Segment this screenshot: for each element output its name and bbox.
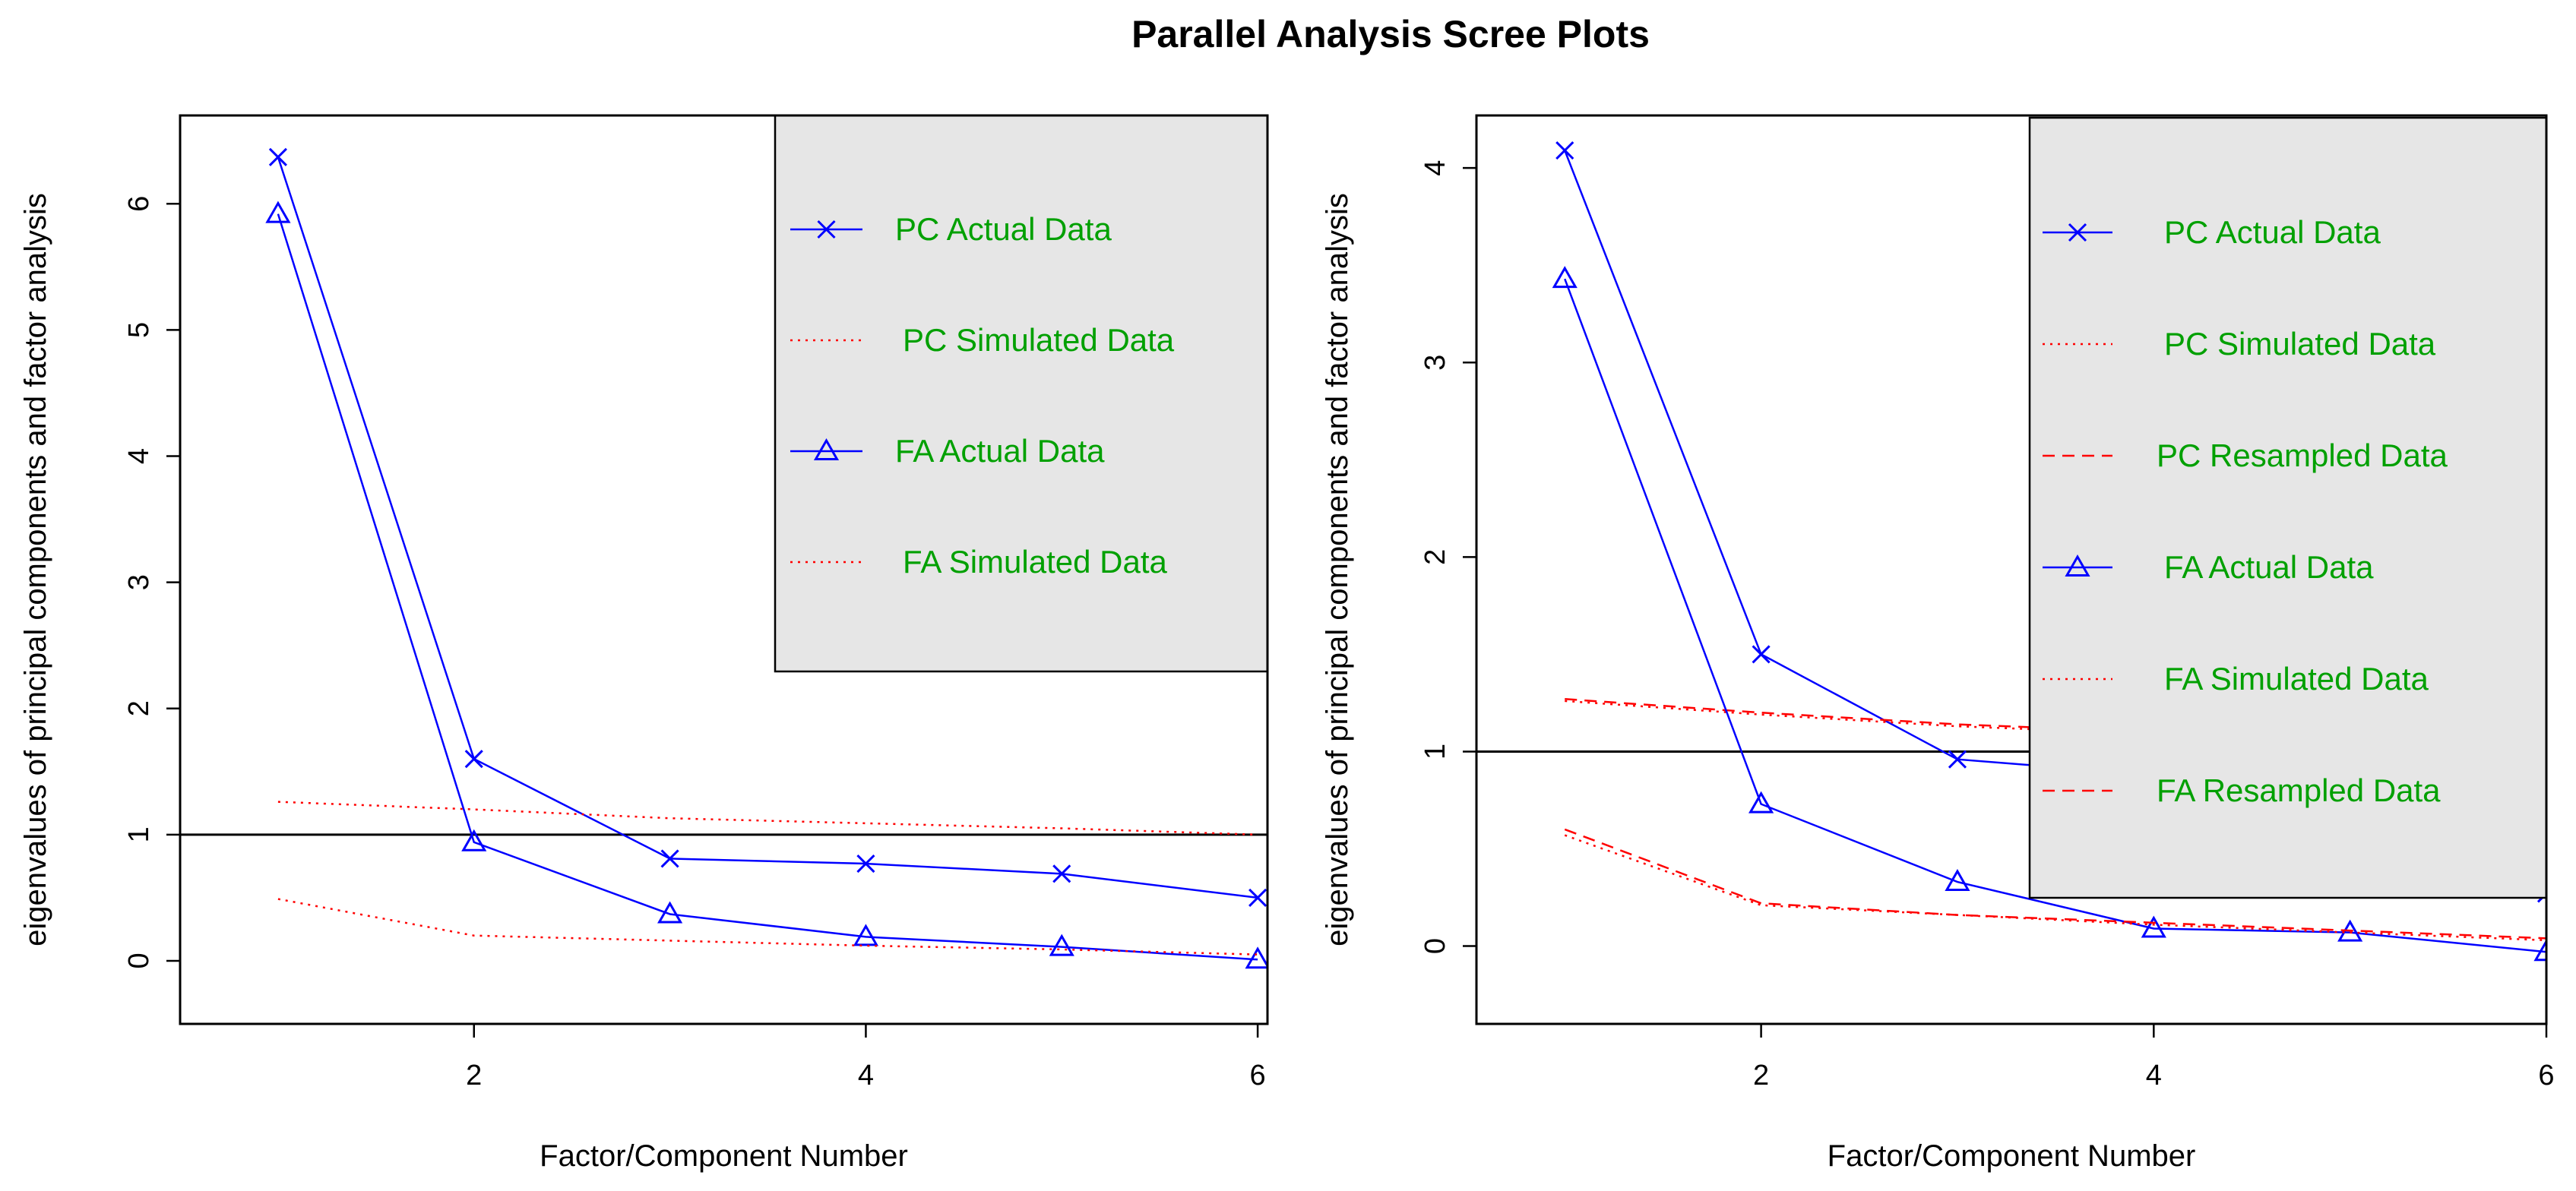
series-line-4 (1564, 834, 2546, 942)
scree-plot-right: PC Actual Data PC Simulated Data PC Resamp… (1321, 114, 2555, 1173)
series-line-1 (277, 801, 1258, 836)
data-point-3-3 (2141, 915, 2166, 938)
y-tick-label: 4 (123, 448, 155, 464)
x-tick-label: 6 (2538, 1060, 2554, 1091)
legend-label-3: FA Actual Data (2164, 549, 2374, 585)
data-point-0-3 (856, 854, 875, 874)
y-tick-label: 2 (1419, 549, 1451, 565)
y-tick-label: 3 (1419, 355, 1451, 371)
plot-frame (1475, 114, 2548, 1025)
y-tick-label: 3 (123, 574, 155, 590)
y-tick-label: 1 (123, 826, 155, 842)
scree-plot-left: PC Actual Data PC Simulated Data FA Actual… (19, 114, 1269, 1173)
legend-label-3: FA Simulated Data (903, 544, 1167, 580)
legend-label-4: FA Simulated Data (2164, 661, 2429, 697)
legend-marker-0 (2068, 223, 2087, 242)
data-point-2-2 (657, 901, 683, 924)
data-point-2-3 (853, 924, 879, 946)
y-axis-label: eigenvalues of principal components and … (19, 193, 52, 946)
y-tick-label: 4 (1419, 160, 1451, 176)
data-point-3-0 (1552, 266, 1578, 289)
y-axis-label: eigenvalues of principal components and … (1321, 193, 1354, 946)
legend-marker-3 (2065, 554, 2090, 577)
legend-marker-0 (817, 220, 836, 239)
x-tick-label: 4 (858, 1060, 874, 1091)
series-line-3 (277, 898, 1258, 956)
x-axis-label: Factor/Component Number (1828, 1139, 2196, 1173)
data-point-0-1 (1752, 645, 1771, 664)
x-tick-label: 2 (1753, 1060, 1769, 1091)
data-point-2-0 (265, 201, 291, 223)
legend-marker-2 (813, 438, 840, 460)
y-tick-label: 0 (123, 952, 155, 968)
data-point-2-1 (461, 829, 487, 851)
legend-label-1: PC Simulated Data (903, 322, 1175, 358)
data-point-2-5 (1245, 946, 1267, 969)
data-point-3-2 (1945, 869, 1970, 892)
series-line-0 (277, 156, 1258, 899)
data-point-0-4 (1052, 864, 1071, 883)
legend-label-5: FA Resampled Data (2157, 772, 2441, 808)
series-line-3 (1564, 278, 2546, 953)
legend-label-0: PC Actual Data (895, 211, 1112, 247)
data-point-0-0 (1555, 141, 1574, 160)
chart-title: Parallel Analysis Scree Plots (1131, 13, 1650, 55)
legend-label-2: FA Actual Data (895, 433, 1105, 469)
legend-label-0: PC Actual Data (2164, 214, 2381, 250)
series-line-5 (1564, 828, 2546, 940)
data-point-2-4 (1049, 934, 1074, 956)
legend-label-2: PC Resampled Data (2157, 438, 2448, 473)
x-axis-label: Factor/Component Number (540, 1139, 908, 1173)
x-tick-label: 2 (466, 1060, 482, 1091)
data-point-0-1 (464, 750, 483, 769)
data-point-0-2 (660, 849, 679, 868)
legend-box (774, 114, 1269, 673)
x-tick-label: 4 (2146, 1060, 2162, 1091)
x-tick-label: 6 (1250, 1060, 1266, 1091)
y-tick-label: 0 (1419, 938, 1451, 954)
data-point-0-0 (268, 147, 287, 166)
data-point-0-2 (1948, 750, 1967, 769)
legend-box (2028, 116, 2548, 899)
plot-frame (179, 114, 1269, 1025)
data-point-0-5 (1248, 888, 1267, 907)
series-line-2 (277, 213, 1258, 961)
y-tick-label: 1 (1419, 744, 1451, 760)
y-tick-label: 5 (123, 322, 155, 338)
y-tick-label: 2 (123, 700, 155, 716)
data-point-3-1 (1748, 791, 1774, 813)
legend-label-1: PC Simulated Data (2164, 326, 2436, 362)
plot-content (180, 147, 1267, 969)
data-point-3-5 (2533, 939, 2546, 962)
y-tick-label: 6 (123, 196, 155, 212)
